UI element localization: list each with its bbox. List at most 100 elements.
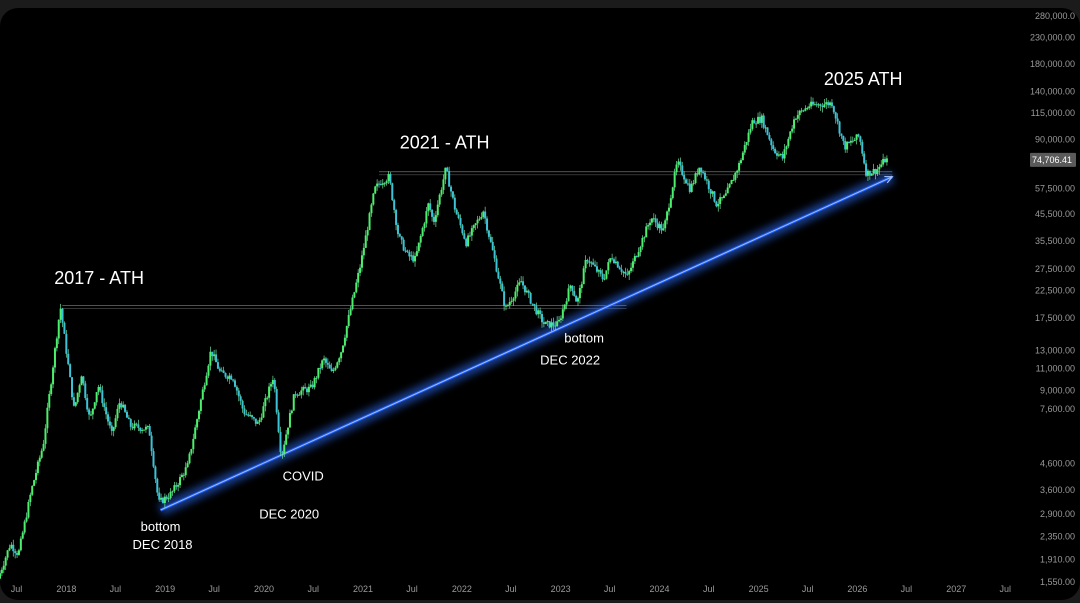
candle-body bbox=[747, 132, 750, 142]
candle-body bbox=[884, 158, 887, 163]
candle-body bbox=[137, 424, 140, 428]
candle-body bbox=[565, 301, 568, 305]
candle-body bbox=[859, 136, 862, 142]
candle-body bbox=[870, 173, 873, 176]
candle-body bbox=[63, 322, 66, 334]
candle-body bbox=[694, 173, 697, 184]
candle-body bbox=[292, 394, 295, 411]
candle-body bbox=[347, 315, 350, 327]
y-tick-label: 115,000.00 bbox=[1031, 108, 1075, 118]
candle-body bbox=[734, 172, 737, 180]
y-tick-label: 27,500.00 bbox=[1035, 264, 1075, 274]
y-tick-label: 13,000.00 bbox=[1035, 345, 1075, 355]
candle-body bbox=[487, 230, 490, 237]
candle-body bbox=[605, 270, 608, 279]
y-tick-label: 57,500.00 bbox=[1035, 183, 1075, 193]
candle-body bbox=[527, 290, 530, 293]
candle-body bbox=[618, 267, 621, 270]
candle-body bbox=[796, 115, 799, 119]
candle-body bbox=[378, 183, 381, 185]
candle-body bbox=[455, 209, 458, 215]
candle-body bbox=[78, 385, 81, 393]
candle-body bbox=[645, 226, 648, 238]
candle-body bbox=[143, 429, 146, 431]
y-tick-label: 3,600.00 bbox=[1040, 485, 1075, 495]
trendline-arrowhead bbox=[884, 175, 894, 184]
x-tick-label: 2026 bbox=[847, 584, 867, 594]
current-price-marker: 74,706.41 bbox=[1030, 152, 1076, 167]
candle-body bbox=[631, 261, 634, 268]
candle-body bbox=[393, 200, 396, 210]
candle-body bbox=[0, 573, 1, 579]
candle-body bbox=[91, 408, 94, 415]
candle-body bbox=[552, 322, 555, 326]
candle-body bbox=[385, 181, 388, 184]
candle-body bbox=[412, 255, 415, 262]
candle-body bbox=[216, 362, 219, 369]
candle-body bbox=[370, 204, 373, 214]
x-axis: Jul 2018 Jul 2019 Jul 2020 Jul 2021 Jul 2022 Jul 20… bbox=[11, 584, 1011, 594]
candle-body bbox=[465, 238, 468, 247]
candle-body bbox=[885, 158, 888, 163]
candle-body bbox=[865, 163, 868, 176]
candle-body bbox=[594, 264, 597, 267]
candle-body bbox=[482, 211, 485, 218]
y-tick-label: 4,600.00 bbox=[1040, 459, 1075, 469]
candle-body bbox=[470, 228, 473, 236]
candle-body bbox=[851, 140, 854, 142]
candle-body bbox=[389, 174, 392, 184]
candle-body bbox=[438, 194, 441, 205]
candle-body bbox=[626, 273, 629, 275]
candle-body bbox=[548, 321, 551, 328]
candle-body bbox=[868, 170, 871, 176]
candle-body bbox=[139, 427, 142, 431]
candle-body bbox=[666, 211, 669, 221]
candle-body bbox=[669, 198, 672, 208]
candle-body bbox=[235, 386, 238, 391]
candle-body bbox=[702, 172, 705, 174]
candle-body bbox=[442, 179, 445, 190]
candle-body bbox=[628, 271, 631, 275]
candle-body bbox=[584, 260, 587, 269]
candle-body bbox=[279, 431, 282, 453]
candle-body bbox=[637, 252, 640, 257]
candle-body bbox=[167, 498, 170, 500]
candle-body bbox=[158, 492, 161, 500]
candle-body bbox=[478, 218, 481, 220]
candle-body bbox=[563, 304, 566, 310]
candle-body bbox=[622, 271, 625, 273]
candle-body bbox=[823, 104, 826, 108]
candle-body bbox=[793, 119, 796, 129]
candle-body bbox=[340, 352, 343, 359]
candle-body bbox=[436, 204, 439, 216]
candle-body bbox=[819, 104, 822, 107]
candle-body bbox=[641, 237, 644, 247]
candle-body bbox=[650, 218, 653, 223]
candle-body bbox=[25, 517, 28, 522]
candle-body bbox=[692, 183, 695, 185]
candle-body bbox=[366, 230, 369, 236]
candle-body bbox=[2, 565, 5, 570]
btc-log-chart[interactable]: 1,550.00 1,910.00 2,350.00 2,900.00 3,600.00… bbox=[0, 8, 1080, 600]
candle-body bbox=[288, 413, 291, 428]
candle-body bbox=[33, 480, 36, 486]
candle-body bbox=[429, 203, 432, 210]
candle-body bbox=[571, 285, 574, 291]
candle-body bbox=[283, 444, 286, 454]
candle-body bbox=[597, 270, 600, 272]
candle-body bbox=[197, 410, 200, 420]
candle-body bbox=[368, 213, 371, 231]
candle-body bbox=[345, 326, 348, 338]
x-tick-label: Jul bbox=[901, 584, 913, 594]
candle-body bbox=[535, 306, 538, 315]
candle-body bbox=[154, 466, 157, 479]
candle-body bbox=[203, 385, 206, 390]
candle-body bbox=[525, 290, 528, 293]
candle-body bbox=[351, 297, 354, 310]
candle-body bbox=[789, 131, 792, 139]
candle-body bbox=[567, 288, 570, 302]
candle-body bbox=[196, 419, 199, 428]
candle-body bbox=[770, 139, 773, 146]
chart-annotation: COVID bbox=[283, 469, 324, 484]
candle-body bbox=[457, 214, 460, 218]
